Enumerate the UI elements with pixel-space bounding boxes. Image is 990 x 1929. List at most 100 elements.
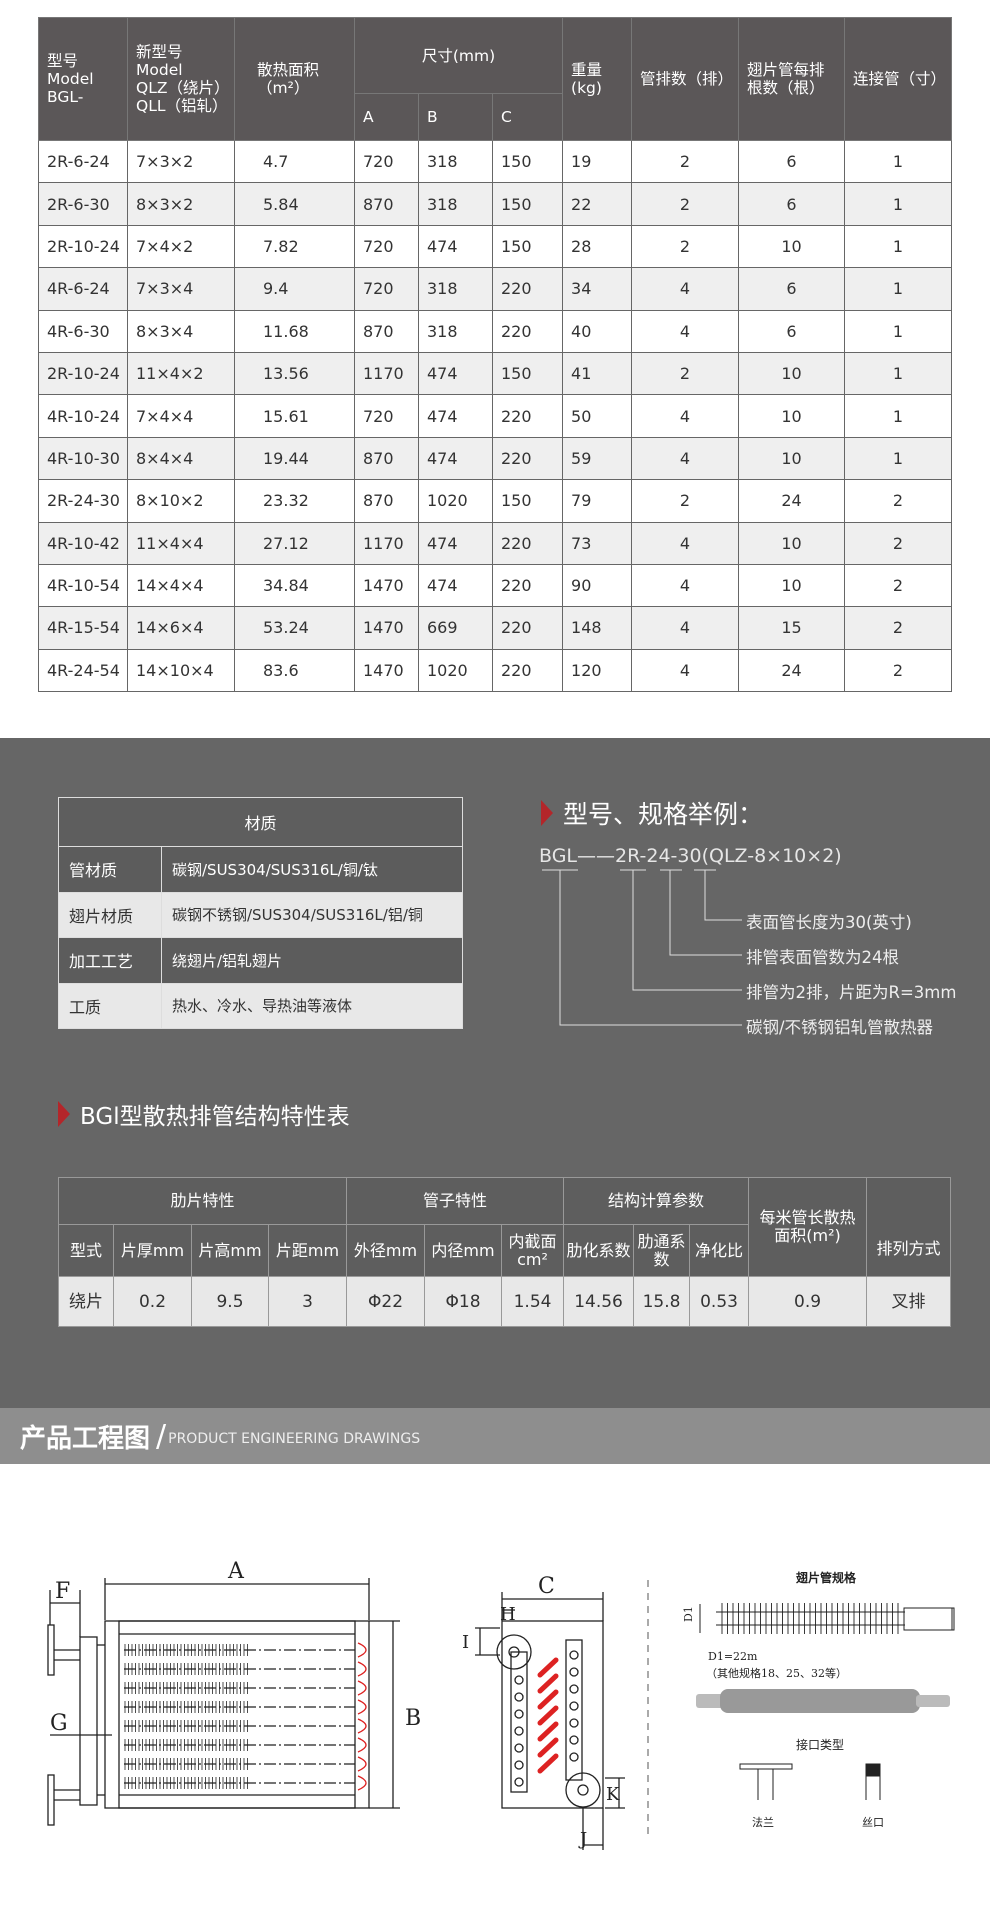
table-cell: 148: [562, 606, 633, 650]
dim-g: G: [50, 1711, 68, 1736]
table-cell: 2: [844, 479, 953, 523]
group-calc: 结构计算参数: [563, 1177, 750, 1225]
fin-value: 3: [267, 1276, 348, 1327]
table-cell: 13.56: [234, 351, 355, 396]
fin-col-header: 内截面cm²: [501, 1224, 565, 1277]
table-cell: 24: [738, 648, 846, 693]
bend-tube: [537, 1753, 559, 1774]
table-cell: 11×4×2: [127, 351, 235, 396]
table-cell: 2: [844, 648, 953, 693]
dim-i: I: [462, 1632, 469, 1653]
example-leader-lines: [542, 869, 742, 1026]
table-row: 2R-6-24 7×3×2 4.7 720 318 150 19 2 6 1: [38, 139, 953, 184]
header-area: 散热面积 （m²）: [234, 17, 355, 141]
table-cell: 870: [354, 182, 419, 226]
u-bend: [357, 1775, 367, 1791]
triangle-icon: [541, 800, 553, 826]
table-cell: 4: [631, 394, 740, 438]
table-cell: 1470: [354, 606, 419, 650]
header-new-model: 新型号 Model QLZ（绕片） QLL（铝轧）: [127, 17, 235, 141]
material-value: 碳钢不锈钢/SUS304/SUS316L/铝/铜: [160, 891, 464, 938]
dim-b: B: [405, 1706, 421, 1731]
material-label: 翅片材质: [58, 891, 162, 938]
table-cell: 2R-6-24: [38, 139, 128, 184]
fin-spec-title: 翅片管规格: [795, 1570, 857, 1585]
table-cell: 10: [738, 436, 846, 481]
fin-table: 肋片特性 管子特性 结构计算参数 每米管长散热面积(m²) 排列方式 型式 片厚m…: [57, 1177, 952, 1327]
u-bend: [357, 1756, 367, 1772]
table-cell: 4R-15-54: [38, 606, 128, 650]
fin-value: 绕片: [58, 1276, 114, 1327]
u-bend: [357, 1680, 367, 1696]
fin-value: 0.9: [748, 1276, 868, 1327]
table-cell: 1: [844, 224, 953, 269]
table-cell: 4R-10-42: [38, 521, 128, 565]
table-cell: 59: [562, 436, 633, 481]
fin-value: 1.54: [501, 1276, 565, 1327]
material-row: 翅片材质 碳钢不锈钢/SUS304/SUS316L/铝/铜: [58, 891, 464, 938]
table-cell: 870: [354, 436, 419, 481]
table-cell: 9.4: [234, 267, 355, 311]
table-row: 4R-15-54 14×6×4 53.24 1470 669 220 148 4 15 2: [38, 606, 953, 650]
table-cell: 15: [738, 606, 846, 650]
table-cell: 7×4×4: [127, 394, 235, 438]
table-cell: 474: [418, 224, 493, 269]
spec-table: 型号 Model BGL- 新型号 Model QLZ（绕片） QLL（铝轧） 散热面积（…: [38, 17, 953, 693]
header-size-c: C: [491, 93, 564, 141]
d1-note: （其他规格18、25、32等）: [706, 1666, 847, 1680]
table-row: 4R-10-42 11×4×4 27.12 1170 474 220 73 4 10 2: [38, 521, 953, 565]
table-cell: 7.82: [234, 224, 355, 269]
u-bend: [357, 1642, 367, 1658]
table-cell: 14×6×4: [127, 606, 235, 650]
header-model: 型号 Model BGL-: [38, 17, 128, 141]
table-cell: 220: [491, 394, 564, 438]
table-cell: 6: [738, 139, 846, 184]
header-size-a: A: [354, 93, 419, 141]
table-cell: 79: [562, 479, 633, 523]
table-cell: 7×4×2: [127, 224, 235, 269]
section-slash: /: [156, 1418, 167, 1454]
table-cell: 2: [844, 563, 953, 608]
table-cell: 23.32: [234, 479, 355, 523]
bend-tube: [537, 1689, 559, 1710]
fin-tubes: [124, 1642, 367, 1791]
table-cell: 1: [844, 394, 953, 438]
table-cell: 11.68: [234, 309, 355, 353]
table-cell: 2: [631, 182, 740, 226]
d1-label: D1: [682, 1606, 695, 1622]
material-row: 工质 热水、冷水、导热油等液体: [58, 982, 464, 1029]
table-cell: 4R-24-54: [38, 648, 128, 693]
table-cell: 5.84: [234, 182, 355, 226]
joint-thread-label: 丝口: [862, 1816, 884, 1829]
table-cell: 6: [738, 309, 846, 353]
dim-j: J: [578, 1829, 587, 1850]
table-cell: 1: [844, 309, 953, 353]
table-cell: 4: [631, 267, 740, 311]
material-label: 加工工艺: [58, 937, 162, 984]
bend-tube: [537, 1737, 559, 1758]
example-code: BGL——2R-24-30(QLZ-8×10×2): [539, 845, 842, 867]
section-title-en: PRODUCT ENGINEERING DRAWINGS: [168, 1431, 421, 1447]
table-cell: 4: [631, 648, 740, 693]
fin-value: Φ22: [346, 1276, 426, 1327]
table-cell: 1020: [418, 648, 493, 693]
material-value: 绕翅片/铝轧翅片: [160, 937, 464, 984]
thread-icon: [865, 1763, 881, 1800]
dim-a: A: [227, 1559, 245, 1584]
table-cell: 10: [738, 521, 846, 565]
bend-tube: [537, 1721, 559, 1742]
u-bend: [357, 1661, 367, 1677]
fin-col-header: 型式: [58, 1224, 114, 1277]
triangle-icon: [58, 1101, 70, 1127]
material-table: 材质 管材质 碳钢/SUS304/SUS316L/铜/钛 翅片材质 碳钢不锈钢/SUS…: [57, 797, 464, 1029]
table-cell: 220: [491, 267, 564, 311]
table-cell: 318: [418, 139, 493, 184]
fin-col-header: 肋通系数: [633, 1224, 691, 1277]
fin-col-header: 片高mm: [191, 1224, 269, 1277]
table-row: 4R-10-24 7×4×4 15.61 720 474 220 50 4 10 1: [38, 394, 953, 438]
table-cell: 220: [491, 436, 564, 481]
fin-value: 9.5: [191, 1276, 269, 1327]
header-weight: 重量 (kg): [562, 17, 633, 141]
table-cell: 10: [738, 351, 846, 396]
table-cell: 7×3×4: [127, 267, 235, 311]
